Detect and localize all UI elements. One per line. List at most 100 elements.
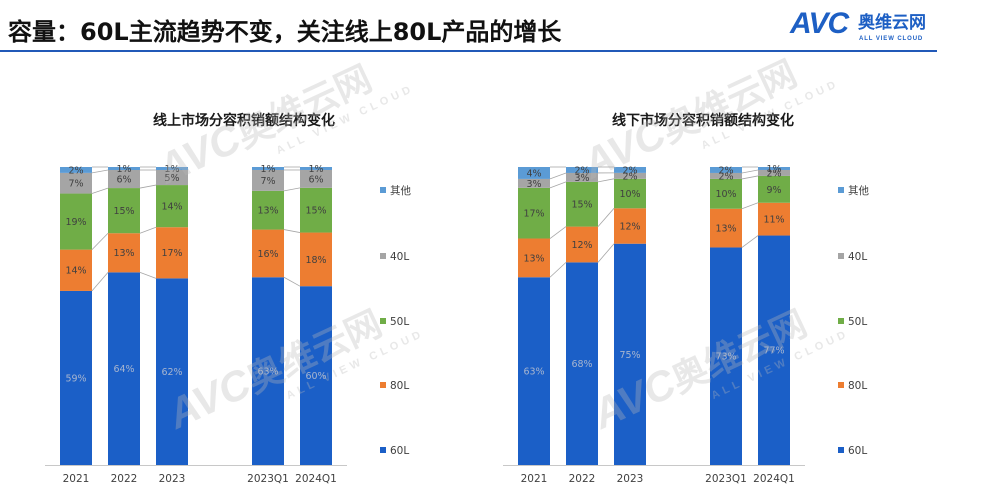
data-label-40l-2022: 3% <box>574 173 589 184</box>
legend-swatch-80l <box>380 382 386 388</box>
bar-80l-2023q1 <box>710 208 742 248</box>
data-label-40l-2024q1: 6% <box>308 174 323 185</box>
data-label-50l-2024q1: 15% <box>305 206 326 217</box>
bar-40l-2023q1 <box>252 169 284 191</box>
data-label-80l-2021: 14% <box>65 266 86 277</box>
data-label-80l-2022: 12% <box>571 240 592 251</box>
bar-60l-2022 <box>108 272 140 465</box>
bar-50l-2024q1 <box>300 187 332 233</box>
category-label-2023q1: 2023Q1 <box>705 473 747 485</box>
data-label-40l-2024q1: 2% <box>766 168 781 179</box>
legend-label-60l: 60L <box>848 445 867 457</box>
series-line-60l <box>139 271 157 279</box>
bar-50l-2023 <box>156 185 188 228</box>
bar-other-2022 <box>108 167 140 171</box>
bar-50l-2024q1 <box>758 175 790 203</box>
bar-40l-2021 <box>60 172 92 194</box>
data-label-50l-2023q1: 13% <box>257 206 278 217</box>
data-label-50l-2022: 15% <box>571 200 592 211</box>
bar-80l-2023 <box>156 227 188 279</box>
legend-label-80l: 80L <box>848 380 867 392</box>
legend-label-40l: 40L <box>390 251 409 263</box>
bar-80l-2024q1 <box>758 202 790 236</box>
series-line-80l <box>139 226 157 234</box>
series-line-60l <box>549 262 567 278</box>
bar-50l-2021 <box>60 193 92 250</box>
avc-logo-name: 奥维云网 <box>858 13 926 33</box>
category-label-2021: 2021 <box>63 473 90 485</box>
bar-60l-2024q1 <box>758 235 790 465</box>
series-line-50l <box>91 187 109 194</box>
bar-80l-2023q1 <box>252 229 284 278</box>
data-label-60l-2022: 64% <box>113 364 134 375</box>
category-label-2023q1: 2023Q1 <box>247 473 289 485</box>
data-label-60l-2021: 59% <box>65 373 86 384</box>
bar-60l-2021 <box>518 277 550 465</box>
data-label-other-2023: 2% <box>622 165 637 176</box>
legend-label-60l: 60L <box>390 445 409 457</box>
data-label-60l-2023: 75% <box>619 350 640 361</box>
bar-80l-2023 <box>614 208 646 244</box>
bar-50l-2023q1 <box>710 178 742 209</box>
bar-60l-2023 <box>156 278 188 465</box>
bar-other-2023q1 <box>710 167 742 173</box>
series-line-80l <box>283 229 301 233</box>
data-label-60l-2024q1: 77% <box>763 346 784 357</box>
series-line-40l <box>741 169 759 174</box>
bar-60l-2022 <box>566 262 598 465</box>
bar-80l-2021 <box>60 249 92 291</box>
category-label-2024q1: 2024Q1 <box>295 473 337 485</box>
bar-40l-2024q1 <box>300 169 332 188</box>
category-label-2021: 2021 <box>521 473 548 485</box>
bar-60l-2021 <box>60 290 92 465</box>
data-label-other-2022: 1% <box>116 164 131 175</box>
data-label-other-2023q1: 2% <box>718 165 733 176</box>
legend-swatch-60l <box>838 447 844 453</box>
category-label-2022: 2022 <box>111 473 138 485</box>
bar-50l-2021 <box>518 187 550 239</box>
data-label-other-2022: 2% <box>574 165 589 176</box>
series-line-50l <box>139 184 157 189</box>
bar-other-2023 <box>614 167 646 173</box>
data-label-40l-2021: 3% <box>526 179 541 190</box>
legend-label-50l: 50L <box>390 316 409 328</box>
data-label-60l-2022: 68% <box>571 359 592 370</box>
bar-80l-2024q1 <box>300 232 332 287</box>
series-line-50l <box>741 175 759 180</box>
data-label-50l-2023: 10% <box>619 189 640 200</box>
data-label-80l-2023: 17% <box>161 248 182 259</box>
bar-40l-2023 <box>156 170 188 186</box>
category-label-2023: 2023 <box>159 473 186 485</box>
avc-logo-tagline: ALL VIEW CLOUD <box>859 36 924 42</box>
legend-label-80l: 80L <box>390 380 409 392</box>
bar-40l-2024q1 <box>758 169 790 176</box>
data-label-80l-2024q1: 18% <box>305 255 326 266</box>
bar-other-2024q1 <box>300 167 332 170</box>
data-label-80l-2024q1: 11% <box>763 215 784 226</box>
title-underline <box>0 50 937 52</box>
legend-swatch-40l <box>838 253 844 259</box>
bar-40l-2021 <box>518 178 550 188</box>
data-label-80l-2023q1: 16% <box>257 249 278 260</box>
bar-80l-2022 <box>566 226 598 263</box>
bar-50l-2022 <box>566 181 598 227</box>
series-line-80l <box>597 208 615 227</box>
category-label-2023: 2023 <box>617 473 644 485</box>
data-label-50l-2021: 19% <box>65 217 86 228</box>
data-label-50l-2024q1: 9% <box>766 185 781 196</box>
bar-40l-2022 <box>108 170 140 189</box>
legend-swatch-other <box>380 187 386 193</box>
bar-80l-2022 <box>108 233 140 273</box>
category-label-2022: 2022 <box>569 473 596 485</box>
data-label-40l-2022: 6% <box>116 174 131 185</box>
data-label-40l-2023: 5% <box>164 173 179 184</box>
bar-50l-2022 <box>108 188 140 234</box>
legend-label-40l: 40L <box>848 251 867 263</box>
bar-80l-2021 <box>518 238 550 278</box>
series-line-80l <box>741 202 759 210</box>
data-label-50l-2023: 14% <box>161 202 182 213</box>
data-label-80l-2023: 12% <box>619 221 640 232</box>
bar-60l-2023q1 <box>710 247 742 465</box>
series-line-60l <box>597 243 615 263</box>
